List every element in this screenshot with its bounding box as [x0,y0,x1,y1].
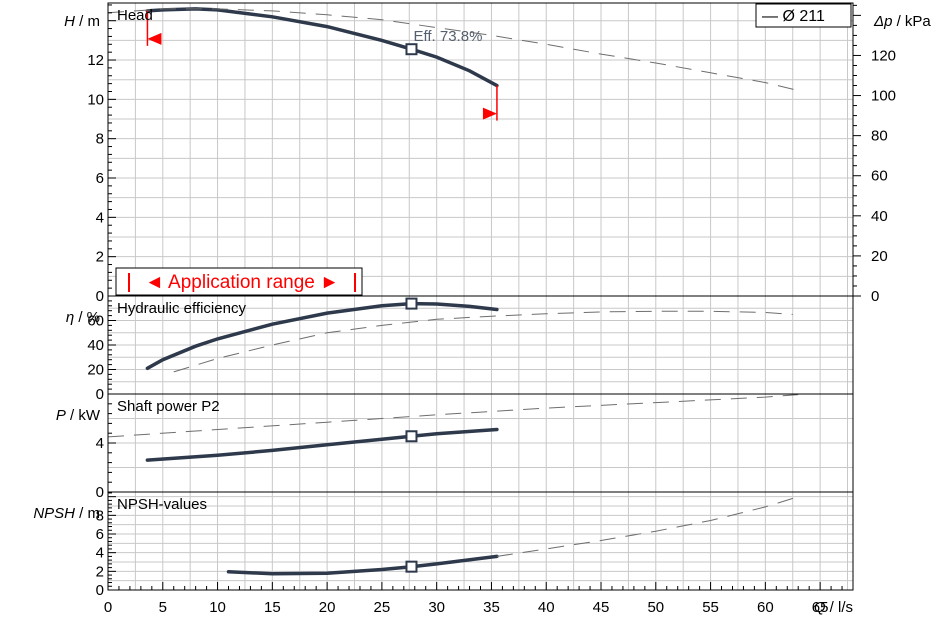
x-tick-label: 30 [428,599,445,616]
y-tick-label: 0 [96,484,104,501]
series-line-solid [145,427,499,462]
y-tick-label: 0 [96,582,104,599]
y-tick-label: 0 [96,386,104,403]
x-tick-label: 50 [647,599,664,616]
x-tick-label: 40 [538,599,555,616]
series-line-solid [145,7,499,88]
series-line-solid [145,301,499,371]
x-tick-label: 15 [264,599,281,616]
panel-title: NPSH-values [117,496,207,513]
x-tick-label: 20 [319,599,336,616]
y-tick-label: 0 [96,288,104,305]
y-tick-label: 40 [87,337,104,354]
duty-point-marker [405,43,418,56]
y-tick-label: 2 [96,563,104,580]
y2-axis-label: Δp / kPa [873,13,931,30]
y-tick-label: 8 [96,131,104,148]
panel-title: Hydraulic efficiency [117,300,246,317]
x-tick-label: 55 [702,599,719,616]
x-tick-label: 65 [812,599,829,616]
x-tick-label: 35 [483,599,500,616]
x-tick-label: 0 [104,599,112,616]
y-tick-label: 4 [96,209,104,226]
duty-point-marker [405,297,418,310]
efficiency-annotation: Eff. 73.8% [413,28,482,45]
y-tick-label: 20 [87,362,104,379]
y-axis-label: P / kW [56,407,101,424]
axes-layer [107,2,861,591]
plot-frame [107,2,854,591]
application-range-box [115,267,363,296]
y-tick-label: 4 [96,435,104,452]
x-tick-label: 25 [374,599,391,616]
x-tick-label: 60 [757,599,774,616]
duty-point-marker [405,560,418,573]
series-line-dashed [107,8,799,91]
range-start-arrow [147,32,162,45]
y-tick-label: 60 [87,313,104,330]
y-axis-label: NPSH / m [33,505,100,522]
series-layer [107,7,799,576]
y-axis-label: η / % [66,309,100,326]
duty-point-marker [405,430,418,443]
y-tick-label: 2 [96,249,104,266]
y2-tick-label: 60 [871,168,888,185]
y-tick-label: 6 [96,170,104,187]
range-end-arrow [482,107,497,120]
panel-title: Head [117,7,153,24]
series-line-solid [226,554,499,576]
x-tick-label: 45 [593,599,610,616]
y-tick-label: 4 [96,545,104,562]
y2-tick-label: 120 [871,47,896,64]
series-line-dashed [496,496,799,557]
y2-tick-label: 0 [871,288,879,305]
application-range-label: ◄ Application range ► [145,272,339,293]
y-tick-label: 8 [96,507,104,524]
y-tick-label: 10 [87,91,104,108]
y2-tick-label: 20 [871,248,888,265]
x-tick-label: 10 [209,599,226,616]
x-tick-label: 5 [159,599,167,616]
x-axis-label: Q / l/s [814,599,853,616]
y-axis-label: H / m [64,13,100,30]
y2-tick-label: 40 [871,208,888,225]
y2-tick-label: 100 [871,88,896,105]
y-tick-label: 6 [96,526,104,543]
y-tick-label: 12 [87,52,104,69]
legend-entry: — Ø 211 [762,8,825,25]
panel-title: Shaft power P2 [117,398,220,415]
series-line-dashed [173,310,793,373]
y2-tick-label: 80 [871,128,888,145]
legend-box [755,3,852,28]
